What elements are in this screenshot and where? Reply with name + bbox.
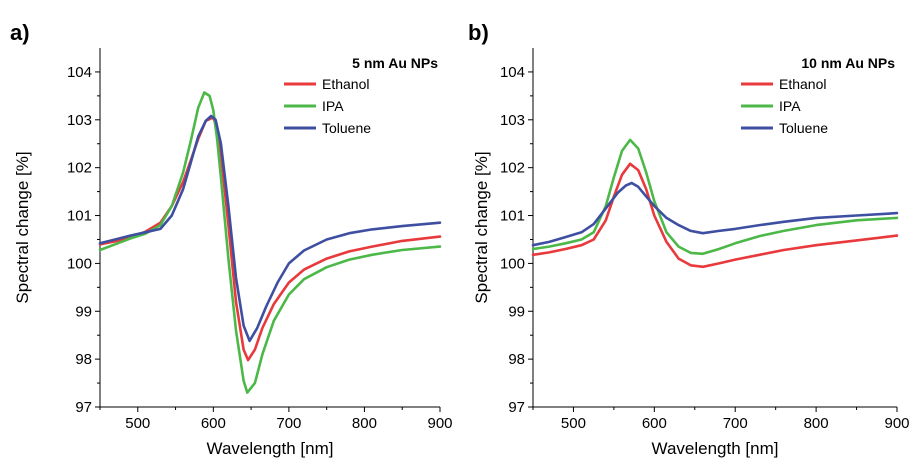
x-tick-label: 900 xyxy=(427,415,452,432)
legend-label: IPA xyxy=(779,98,801,114)
y-axis-title: Spectral change [%] xyxy=(13,151,32,303)
x-axis-title: Wavelength [nm] xyxy=(207,439,334,458)
series-line-toluene xyxy=(531,181,899,247)
y-tick-label: 99 xyxy=(75,303,92,320)
y-tick-label: 98 xyxy=(75,351,92,368)
x-tick-label: 600 xyxy=(642,415,667,432)
legend-label: Toluene xyxy=(322,120,371,136)
y-tick-label: 103 xyxy=(500,112,525,129)
y-tick-label: 101 xyxy=(500,208,525,225)
legend: 10 nm Au NPs Ethanol IPA Toluene xyxy=(741,55,895,136)
x-tick-label: 500 xyxy=(561,415,586,432)
x-tick-label: 600 xyxy=(201,415,226,432)
y-tick-label: 104 xyxy=(500,64,525,81)
chart-panel-b: b) 97 98 99 100 101 102 103 104 500 600 700 800 900 Wa… xyxy=(468,20,910,458)
legend-label: Toluene xyxy=(779,120,828,136)
y-tick-label: 97 xyxy=(75,399,92,416)
series-line-ipa xyxy=(531,138,899,256)
series-line-toluene xyxy=(98,114,442,343)
series-line-ethanol xyxy=(531,162,899,269)
panel-label: a) xyxy=(10,20,30,45)
y-tick-label: 100 xyxy=(67,255,92,272)
x-tick-label: 700 xyxy=(723,415,748,432)
legend-label: Ethanol xyxy=(779,76,826,92)
x-tick-label: 500 xyxy=(125,415,150,432)
x-tick-label: 800 xyxy=(352,415,377,432)
x-tick-label: 900 xyxy=(884,415,909,432)
y-tick-label: 99 xyxy=(508,303,525,320)
y-tick-label: 104 xyxy=(67,64,92,81)
series-line-ipa xyxy=(98,91,442,394)
y-tick-label: 98 xyxy=(508,351,525,368)
y-axis-title: Spectral change [%] xyxy=(472,151,491,303)
x-tick-label: 700 xyxy=(276,415,301,432)
y-tick-label: 100 xyxy=(500,255,525,272)
y-tick-label: 103 xyxy=(67,112,92,129)
x-tick-label: 800 xyxy=(804,415,829,432)
legend: 5 nm Au NPs Ethanol IPA Toluene xyxy=(284,55,438,136)
legend-title: 10 nm Au NPs xyxy=(801,55,895,71)
legend-title: 5 nm Au NPs xyxy=(352,55,438,71)
legend-label: Ethanol xyxy=(322,76,369,92)
legend-label: IPA xyxy=(322,98,344,114)
y-tick-label: 102 xyxy=(500,160,525,177)
x-axis-title: Wavelength [nm] xyxy=(652,439,779,458)
y-tick-label: 101 xyxy=(67,208,92,225)
y-tick-label: 102 xyxy=(67,160,92,177)
panel-label: b) xyxy=(468,20,489,45)
series-line-ethanol xyxy=(98,116,442,362)
y-tick-label: 97 xyxy=(508,399,525,416)
chart-panel-a: a) 97 98 99 100 101 102 103 104 500 600 700 800 900 Wa… xyxy=(10,20,453,458)
